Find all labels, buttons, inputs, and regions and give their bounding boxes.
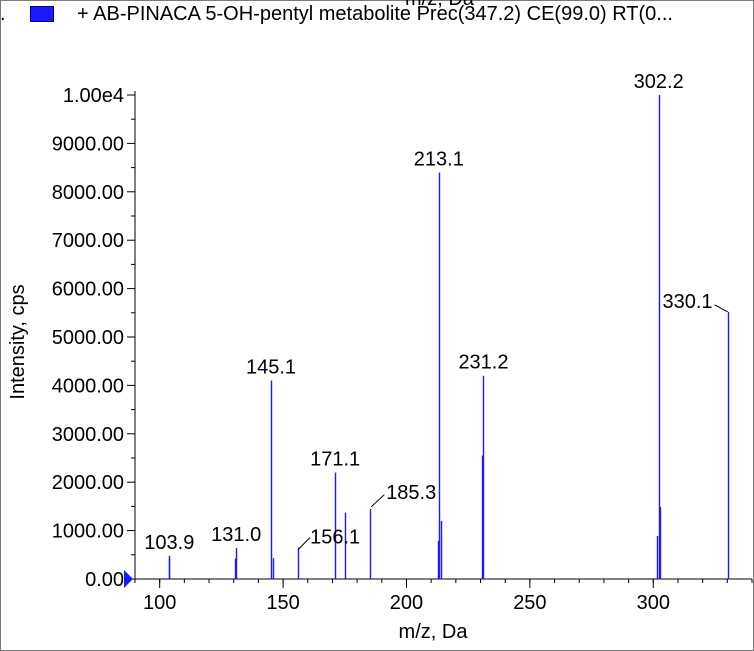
x-tick-label: 150: [266, 592, 299, 614]
legend: . + AB-PINACA 5-OH-pentyl metabolite Pre…: [0, 0, 754, 26]
label-leader: [297, 537, 311, 550]
label-leader: [370, 494, 385, 508]
x-tick-label: 200: [390, 592, 423, 614]
x-tick-label: 250: [513, 592, 546, 614]
y-tick-label: 1000.00: [52, 521, 124, 543]
label-leader: [714, 304, 728, 313]
peak-label: 131.0: [211, 524, 261, 546]
peak-labels: 103.9 131.0 145.1 156.1 171.1 185.3 213.1 231.2…: [144, 71, 728, 554]
x-axis: 100 150 200 250 300: [134, 578, 753, 614]
peak-label: 103.9: [144, 532, 194, 554]
y-tick-label: 0.00: [85, 569, 124, 591]
y-tick-label: 2000.00: [52, 472, 124, 494]
axis-marker-icon[interactable]: [124, 570, 133, 588]
peak-label: 302.2: [634, 71, 684, 93]
x-tick-label: 300: [637, 592, 670, 614]
peak-label: 156.1: [310, 527, 360, 549]
peak-label: 213.1: [414, 148, 464, 170]
peak-label: 145.1: [246, 357, 296, 379]
y-axis: 0.00 1000.00 2000.00 3000.00 4000.00 5000.00 6…: [52, 85, 136, 591]
peak-label: 231.2: [458, 352, 508, 374]
peak-label: 185.3: [386, 482, 436, 504]
y-axis-title: Intensity, cps: [7, 284, 29, 399]
y-tick-label: 7000.00: [52, 230, 124, 252]
clipped-top-axis-label: m/z, Da: [405, 0, 474, 11]
y-tick-label: 6000.00: [52, 279, 124, 301]
x-axis-title: m/z, Da: [399, 621, 469, 643]
y-tick-label: 9000.00: [52, 133, 124, 155]
y-tick-label: 4000.00: [52, 375, 124, 397]
y-tick-label: 3000.00: [52, 424, 124, 446]
peak-label: 171.1: [310, 449, 360, 471]
legend-edge-ellipsis: .: [0, 3, 6, 25]
peak-label: 330.1: [663, 291, 713, 313]
y-tick-label: 8000.00: [52, 182, 124, 204]
legend-swatch: [30, 6, 54, 22]
y-tick-label: 5000.00: [52, 327, 124, 349]
x-tick-label: 100: [143, 592, 176, 614]
legend-entry-label: + AB-PINACA 5-OH-pentyl metabolite Prec(…: [77, 3, 673, 25]
y-tick-label: 1.00e4: [63, 85, 124, 107]
peak-series: [168, 95, 730, 579]
